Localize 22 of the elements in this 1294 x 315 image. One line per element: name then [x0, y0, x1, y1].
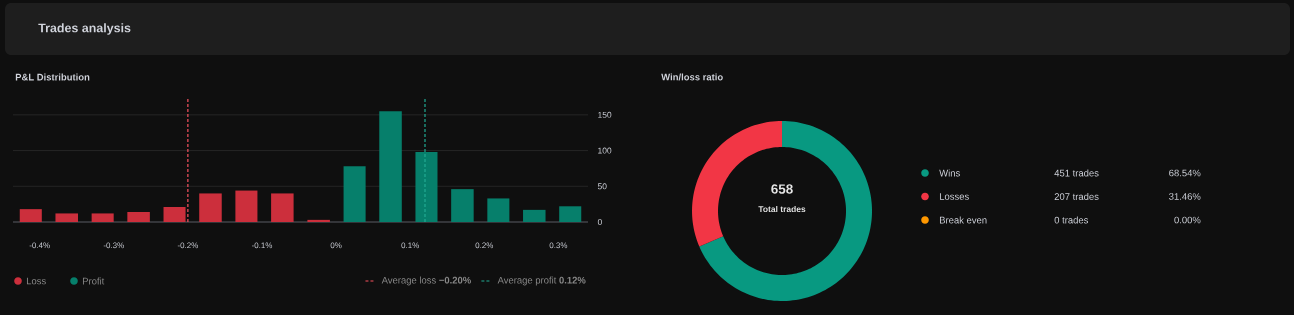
text: Trades analysis — [38, 23, 131, 35]
text: 31.46% — [1169, 193, 1201, 200]
legend-label: Average loss −0.20% — [381, 276, 471, 286]
data-label: 451 trades — [1054, 169, 1099, 177]
chart-title: Win/loss ratio — [661, 73, 723, 81]
data-label: 207 trades — [1054, 193, 1099, 200]
legend-label: Profit — [82, 277, 105, 285]
text: 658 — [771, 184, 793, 194]
legend-label: Losses — [939, 193, 969, 200]
legend-label: Wins — [939, 169, 960, 177]
text: Total trades — [758, 205, 806, 213]
text: 0.00% — [1174, 216, 1201, 224]
text: 68.54% — [1169, 169, 1201, 177]
chart-title: P&L Distribution — [15, 73, 90, 81]
y-tick-label: 150 — [598, 111, 612, 118]
y-tick-label: 100 — [598, 147, 612, 154]
y-tick-label: 0 — [597, 219, 602, 225]
legend-label: Loss — [26, 277, 46, 285]
legend-label: Average profit 0.12% — [497, 276, 586, 286]
y-tick-label: 50 — [597, 183, 607, 190]
text: 0 trades — [1054, 216, 1089, 224]
legend-label: Break even — [939, 216, 987, 224]
